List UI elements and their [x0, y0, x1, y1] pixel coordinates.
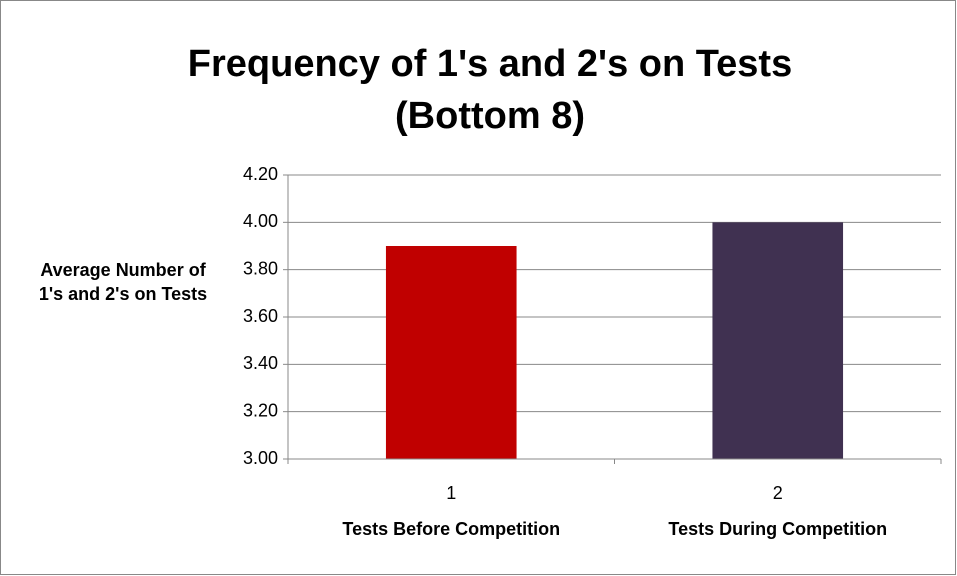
y-tick-label: 3.20: [243, 400, 278, 420]
y-tick-label: 3.80: [243, 258, 278, 278]
y-axis-label: Average Number of 1's and 2's on Tests: [38, 260, 208, 304]
y-tick-label: 3.00: [243, 448, 278, 468]
x-tick-label: 1: [446, 483, 456, 503]
y-tick-label: 3.60: [243, 306, 278, 326]
y-tick-label: 4.00: [243, 211, 278, 231]
y-tick-label: 3.40: [243, 353, 278, 373]
chart-title: Frequency of 1's and 2's on Tests (Botto…: [187, 43, 793, 137]
category-label: Tests During Competition: [668, 519, 887, 539]
x-tick-label: 2: [773, 483, 783, 503]
category-label: Tests Before Competition: [342, 519, 560, 539]
bar: [385, 246, 517, 459]
y-tick-label: 4.20: [243, 164, 278, 184]
bar: [712, 222, 844, 459]
